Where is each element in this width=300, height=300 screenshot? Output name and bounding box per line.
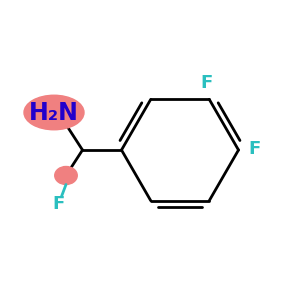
Ellipse shape — [55, 167, 77, 184]
Text: F: F — [249, 140, 261, 158]
Text: F: F — [52, 195, 64, 213]
Text: H₂N: H₂N — [29, 100, 79, 124]
Text: F: F — [200, 74, 212, 92]
Ellipse shape — [24, 95, 84, 130]
